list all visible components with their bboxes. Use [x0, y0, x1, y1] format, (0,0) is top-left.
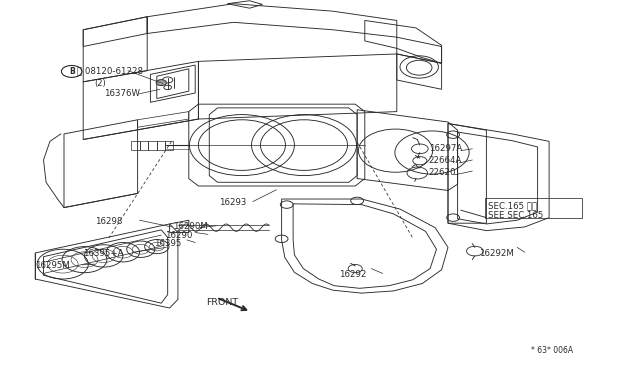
- Text: 16292: 16292: [339, 270, 367, 279]
- Text: 16376W: 16376W: [104, 89, 140, 98]
- Text: 16298: 16298: [95, 217, 122, 226]
- Text: 16297A: 16297A: [429, 144, 462, 153]
- Text: Ⓑ 08120-61228: Ⓑ 08120-61228: [77, 66, 143, 75]
- Text: SEE SEC.165: SEE SEC.165: [488, 211, 543, 219]
- Text: 22620: 22620: [429, 168, 456, 177]
- Text: SEC.165 参照: SEC.165 参照: [488, 201, 537, 210]
- Text: 16395+A: 16395+A: [83, 249, 124, 258]
- Text: B: B: [69, 67, 74, 76]
- Text: FRONT: FRONT: [206, 298, 238, 307]
- Text: 16295M: 16295M: [35, 262, 70, 270]
- Text: 16290: 16290: [165, 231, 193, 240]
- Text: 16395: 16395: [154, 239, 181, 248]
- Text: 16293: 16293: [219, 198, 246, 207]
- Text: 22664A: 22664A: [429, 156, 462, 165]
- Text: 16292M: 16292M: [479, 249, 513, 258]
- Circle shape: [156, 80, 166, 86]
- Text: 16290M: 16290M: [173, 222, 207, 231]
- Text: * 63* 006A: * 63* 006A: [531, 346, 573, 355]
- Text: (2): (2): [95, 79, 106, 88]
